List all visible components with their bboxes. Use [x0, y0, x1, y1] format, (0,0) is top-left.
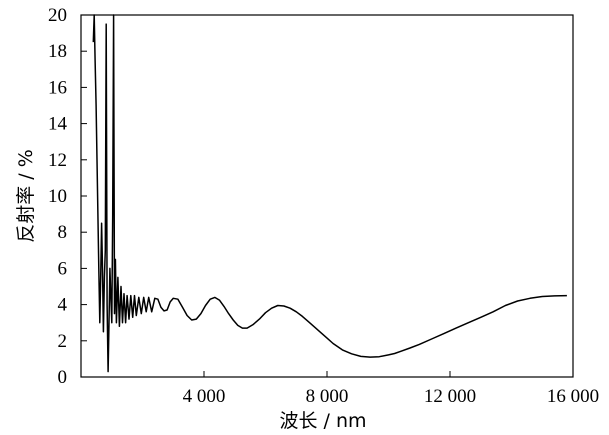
y-tick-label: 4: [58, 295, 68, 316]
x-axis-label: 波长 / nm: [279, 410, 366, 432]
y-tick-label: 0: [58, 367, 68, 388]
reflectance-series-line: [92, 14, 567, 373]
x-tick-label: 8 000: [306, 386, 349, 407]
x-tick-label: 16 000: [547, 386, 599, 407]
y-tick-label: 16: [48, 77, 67, 98]
y-tick-label: 14: [48, 114, 68, 135]
y-tick-label: 12: [48, 150, 67, 171]
plot-frame: [80, 14, 574, 378]
plot-area: [80, 14, 574, 378]
y-tick-label: 8: [58, 222, 68, 243]
y-tick-label: 18: [48, 41, 67, 62]
y-tick-label: 2: [58, 331, 68, 352]
x-axis-ticks: 4 000 8 000 12 000 16 000: [183, 371, 599, 407]
y-axis-label: 反射率 / %: [15, 149, 37, 243]
y-axis-ticks: 0 2 4 6 8 10 12 14 16 18 20: [48, 5, 87, 388]
x-tick-label: 12 000: [424, 386, 476, 407]
y-tick-label: 10: [48, 186, 67, 207]
x-tick-label: 4 000: [183, 386, 226, 407]
y-tick-label: 6: [58, 258, 68, 279]
y-tick-label: 20: [48, 5, 67, 26]
